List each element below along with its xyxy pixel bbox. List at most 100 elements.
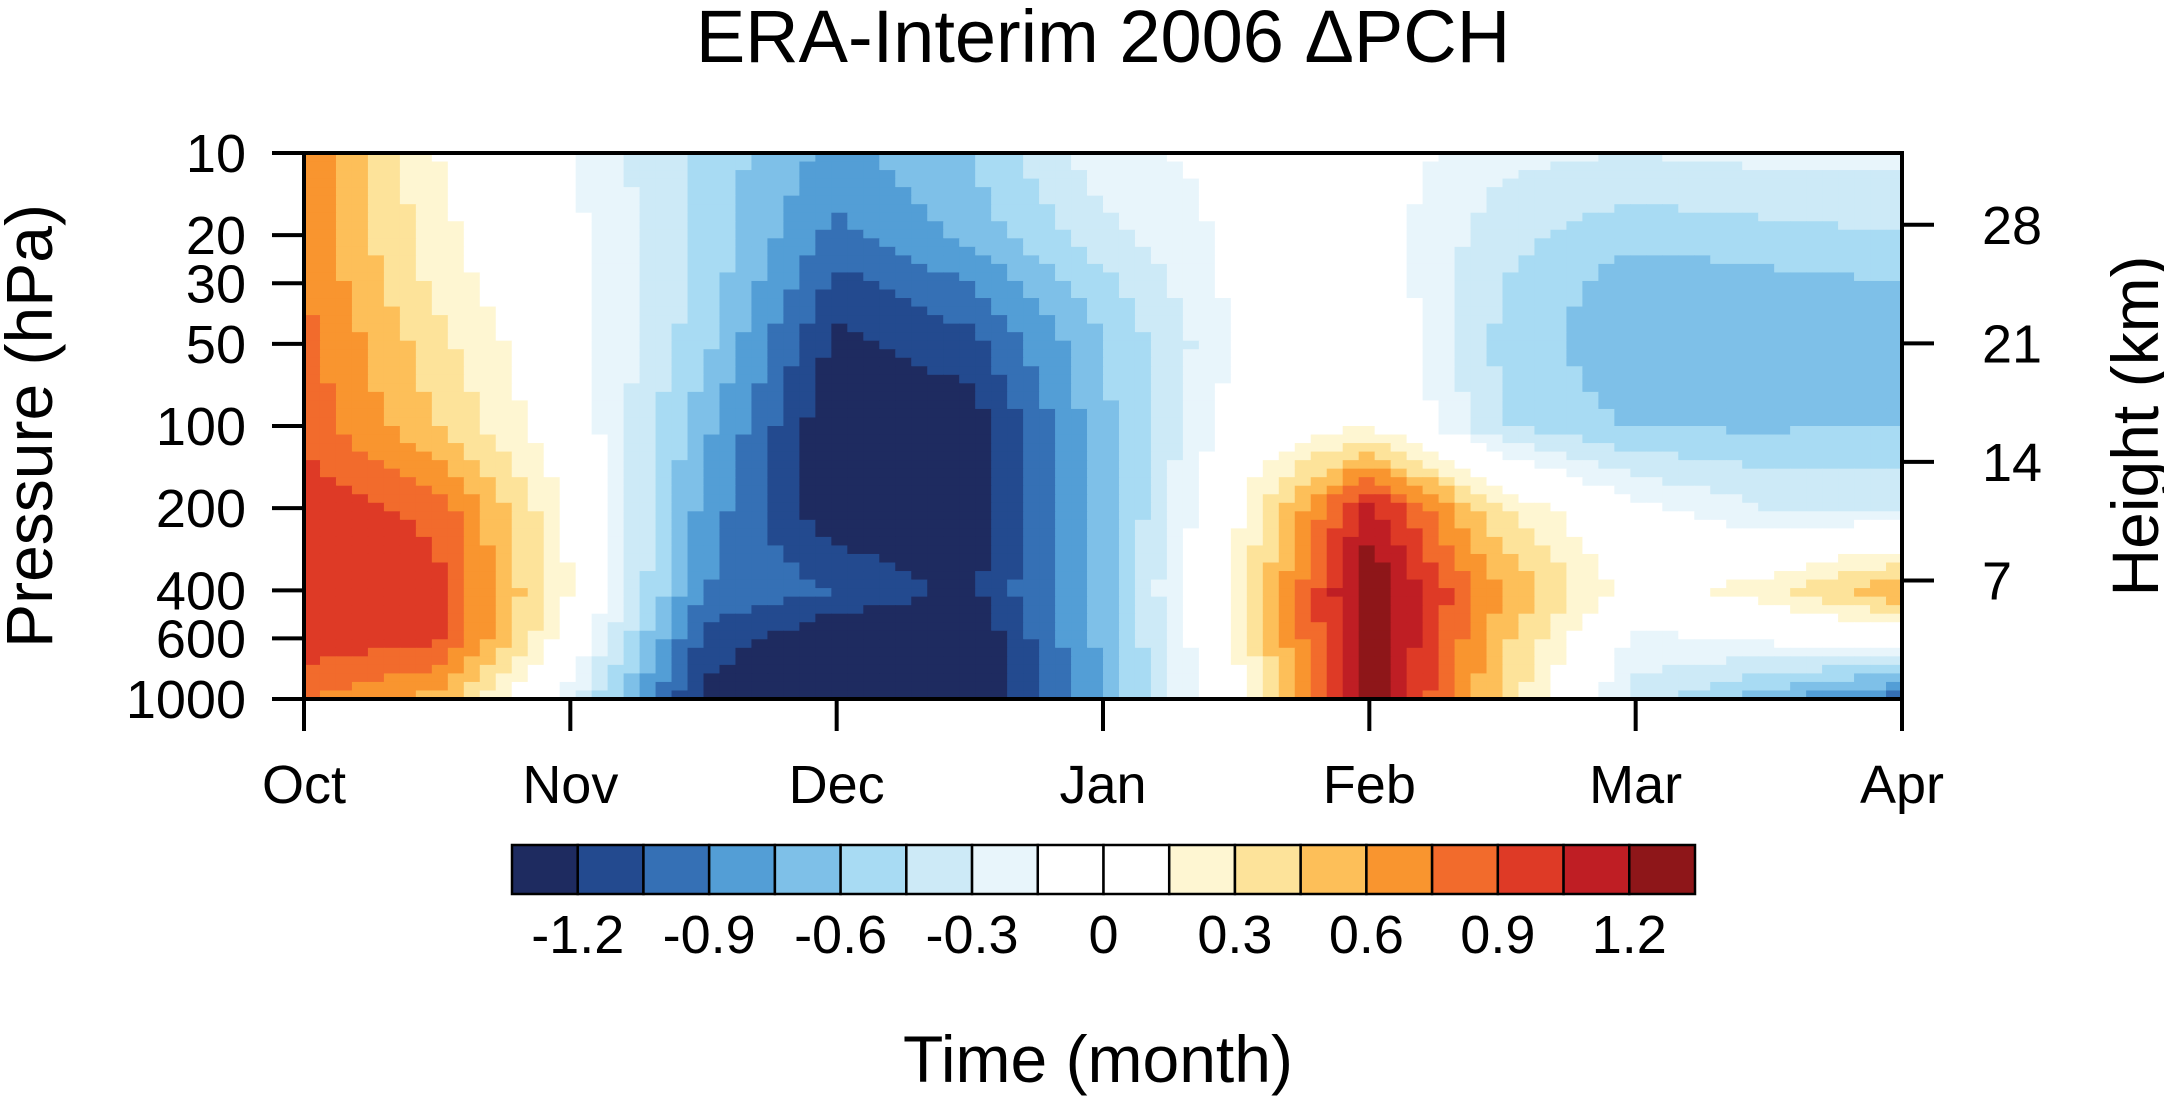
heatmap-cell xyxy=(847,187,864,197)
heatmap-cell xyxy=(687,494,705,504)
heatmap-cell xyxy=(1087,536,1104,547)
heatmap-cell xyxy=(815,553,832,564)
heatmap-cell xyxy=(687,357,705,367)
heatmap-cell xyxy=(975,170,992,180)
heatmap-cell xyxy=(1023,298,1040,308)
heatmap-cell xyxy=(1071,545,1088,555)
heatmap-cell xyxy=(1230,315,1248,325)
heatmap-cell xyxy=(1310,571,1328,581)
heatmap-cell xyxy=(943,426,960,436)
heatmap-cell xyxy=(1854,246,1871,256)
heatmap-cell xyxy=(1710,298,1727,308)
heatmap-cell xyxy=(975,272,992,282)
heatmap-cell xyxy=(1007,571,1024,581)
heatmap-cell xyxy=(767,298,784,308)
heatmap-cell xyxy=(1438,536,1456,547)
heatmap-cell xyxy=(1822,340,1839,350)
heatmap-cell xyxy=(1294,494,1312,504)
heatmap-cell xyxy=(1087,161,1104,171)
heatmap-cell xyxy=(1326,443,1344,453)
heatmap-cell xyxy=(687,426,705,436)
heatmap-cell xyxy=(543,485,561,495)
heatmap-cell xyxy=(1486,519,1504,529)
heatmap-cell xyxy=(671,323,689,333)
heatmap-cell xyxy=(639,315,657,325)
heatmap-cell xyxy=(1582,426,1599,436)
heatmap-cell xyxy=(1182,553,1200,564)
heatmap-cell xyxy=(1566,178,1583,188)
heatmap-cell xyxy=(1390,153,1408,163)
heatmap-cell xyxy=(943,545,960,555)
heatmap-cell xyxy=(591,195,609,205)
heatmap-cell xyxy=(991,417,1008,427)
heatmap-cell xyxy=(319,357,337,367)
heatmap-cell xyxy=(1758,280,1775,291)
heatmap-cell xyxy=(751,349,769,359)
heatmap-cell xyxy=(975,571,992,581)
heatmap-cell xyxy=(1087,289,1104,299)
heatmap-cell xyxy=(335,426,353,436)
heatmap-cell xyxy=(751,460,769,470)
heatmap-cell xyxy=(1790,443,1807,453)
heatmap-cell xyxy=(1118,298,1136,308)
heatmap-cell xyxy=(1055,289,1072,299)
heatmap-cell xyxy=(687,323,705,333)
heatmap-cell xyxy=(607,519,625,529)
heatmap-cell xyxy=(1294,468,1312,478)
heatmap-cell xyxy=(1662,289,1679,299)
heatmap-cell xyxy=(1774,255,1791,265)
heatmap-cell xyxy=(431,289,449,299)
heatmap-cell xyxy=(1518,511,1536,521)
heatmap-cell xyxy=(1438,332,1456,342)
heatmap-cell xyxy=(1422,357,1440,367)
heatmap-cell xyxy=(687,280,705,291)
heatmap-cell xyxy=(1534,340,1552,350)
heatmap-cell xyxy=(831,485,848,495)
heatmap-cell xyxy=(1230,494,1248,504)
heatmap-cell xyxy=(1566,434,1583,444)
heatmap-cell xyxy=(671,477,689,487)
heatmap-cell xyxy=(559,417,577,427)
heatmap-cell xyxy=(591,460,609,470)
heatmap-cell xyxy=(1470,306,1488,316)
heatmap-cell xyxy=(1087,571,1104,581)
heatmap-cell xyxy=(1262,485,1280,495)
heatmap-cell xyxy=(495,468,513,478)
heatmap-cell xyxy=(639,280,657,291)
heatmap-cell xyxy=(1198,562,1216,572)
heatmap-cell xyxy=(1550,332,1568,342)
heatmap-cell xyxy=(879,161,896,171)
heatmap-cell xyxy=(719,426,737,436)
heatmap-cell xyxy=(367,426,385,436)
heatmap-cell xyxy=(1374,460,1392,470)
heatmap-cell xyxy=(607,417,625,427)
heatmap-cell xyxy=(1422,400,1440,410)
heatmap-cell xyxy=(815,391,832,402)
heatmap-cell xyxy=(1614,246,1631,256)
heatmap-cell xyxy=(783,460,800,470)
heatmap-cell xyxy=(1566,391,1583,402)
heatmap-cell xyxy=(1198,434,1216,444)
heatmap-cell xyxy=(1870,306,1887,316)
heatmap-cell xyxy=(527,536,545,547)
heatmap-cell xyxy=(1502,434,1520,444)
heatmap-cell xyxy=(1598,238,1615,248)
heatmap-cell xyxy=(1166,417,1184,427)
heatmap-cell xyxy=(1678,545,1695,555)
heatmap-cell xyxy=(1854,298,1871,308)
heatmap-cell xyxy=(335,434,353,444)
heatmap-cell xyxy=(1055,332,1072,342)
heatmap-cell xyxy=(1310,443,1328,453)
heatmap-cell xyxy=(719,332,737,342)
heatmap-cell xyxy=(879,468,896,478)
heatmap-cell xyxy=(1502,571,1520,581)
heatmap-cell xyxy=(1294,204,1312,214)
heatmap-cell xyxy=(1678,187,1695,197)
heatmap-cell xyxy=(1838,315,1855,325)
heatmap-cell xyxy=(1326,511,1344,521)
heatmap-cell xyxy=(655,408,673,419)
heatmap-cell xyxy=(543,519,561,529)
heatmap-cell xyxy=(735,298,753,308)
heatmap-cell xyxy=(1470,221,1488,231)
heatmap-cell xyxy=(1694,391,1711,402)
